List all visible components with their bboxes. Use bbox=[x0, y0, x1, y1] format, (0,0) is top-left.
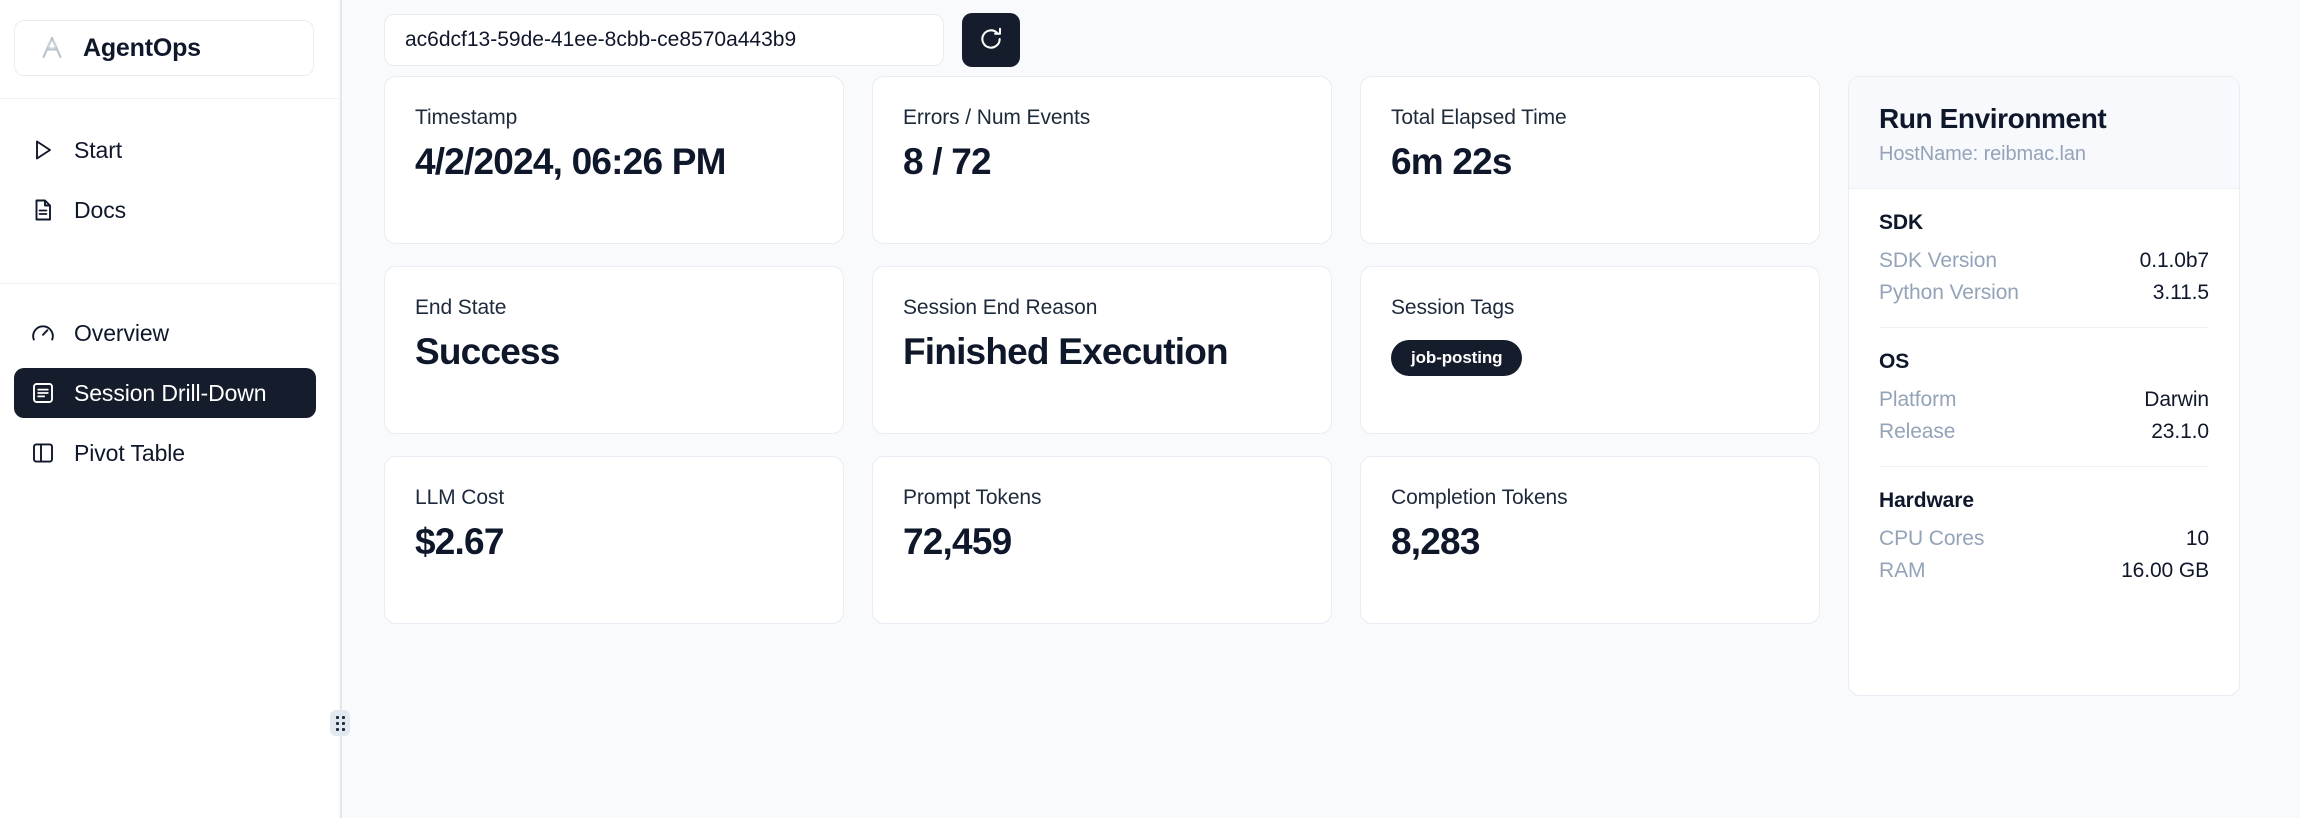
card-label: Total Elapsed Time bbox=[1391, 106, 1567, 129]
env-section-os: OS Platform Darwin Release 23.1.0 bbox=[1879, 327, 2209, 466]
logo-button[interactable]: AgentOps bbox=[14, 20, 314, 76]
metric-card-total-elapsed-time: Total Elapsed Time 6m 22s bbox=[1360, 76, 1820, 244]
env-section-sdk: SDK SDK Version 0.1.0b7 Python Version 3… bbox=[1879, 189, 2209, 327]
env-key: CPU Cores bbox=[1879, 527, 1985, 550]
env-section-hardware: Hardware CPU Cores 10 RAM 16.00 GB bbox=[1879, 466, 2209, 605]
agentops-logo-icon bbox=[37, 33, 67, 63]
drag-dot bbox=[335, 721, 339, 725]
sidebar: AgentOps Start bbox=[0, 0, 338, 818]
status-badge[interactable]: job-posting bbox=[1391, 340, 1523, 377]
sidebar-item-session-drill-down[interactable]: Session Drill-Down bbox=[14, 368, 316, 418]
metric-card-session-tags: Session Tags job-posting bbox=[1360, 266, 1820, 434]
card-label: Completion Tokens bbox=[1391, 486, 1568, 509]
card-value: 72,459 bbox=[903, 521, 1012, 563]
metric-cards-grid: Timestamp 4/2/2024, 06:26 PM Errors / Nu… bbox=[384, 76, 1820, 624]
main-content: Timestamp 4/2/2024, 06:26 PM Errors / Nu… bbox=[344, 0, 2300, 818]
metric-card-session-end-reason: Session End Reason Finished Execution bbox=[872, 266, 1332, 434]
env-key: Platform bbox=[1879, 388, 1957, 411]
sidebar-divider-top bbox=[0, 98, 338, 99]
env-row: Release 23.1.0 bbox=[1879, 416, 2209, 448]
card-label: Prompt Tokens bbox=[903, 486, 1042, 509]
card-value: $2.67 bbox=[415, 521, 504, 563]
card-label: Session Tags bbox=[1391, 296, 1515, 319]
run-environment-header: Run Environment HostName: reibmac.lan bbox=[1849, 77, 2239, 189]
sidebar-item-overview[interactable]: Overview bbox=[14, 308, 316, 358]
drag-dot bbox=[341, 721, 345, 725]
sidebar-item-label: Pivot Table bbox=[74, 439, 185, 466]
metric-card-completion-tokens: Completion Tokens 8,283 bbox=[1360, 456, 1820, 624]
sidebar-divider-middle bbox=[0, 283, 338, 284]
env-section-title: Hardware bbox=[1879, 489, 1974, 512]
env-key: Python Version bbox=[1879, 281, 2019, 304]
card-label: End State bbox=[415, 296, 507, 319]
hostname-label: HostName: reibmac.lan bbox=[1879, 143, 2086, 165]
env-section-title: OS bbox=[1879, 350, 1910, 373]
page-title: Run Environment bbox=[1879, 103, 2107, 134]
logo-label: AgentOps bbox=[83, 33, 201, 62]
env-row: SDK Version 0.1.0b7 bbox=[1879, 245, 2209, 277]
env-value: 23.1.0 bbox=[2151, 420, 2209, 443]
play-icon bbox=[30, 137, 56, 163]
env-value: 16.00 GB bbox=[2121, 559, 2209, 582]
sidebar-item-label: Session Drill-Down bbox=[74, 379, 267, 406]
env-key: SDK Version bbox=[1879, 249, 1997, 272]
card-label: Errors / Num Events bbox=[903, 106, 1091, 129]
refresh-icon bbox=[978, 26, 1004, 55]
sidebar-item-label: Start bbox=[74, 136, 123, 163]
env-section-title: SDK bbox=[1879, 211, 1924, 234]
resize-drag-handle[interactable] bbox=[330, 710, 350, 736]
card-value: 8,283 bbox=[1391, 521, 1480, 563]
env-value: 10 bbox=[2185, 527, 2209, 550]
run-environment-panel: Run Environment HostName: reibmac.lan SD… bbox=[1848, 76, 2240, 696]
gauge-icon bbox=[30, 320, 56, 346]
env-row: Platform Darwin bbox=[1879, 384, 2209, 416]
sidebar-item-pivot-table[interactable]: Pivot Table bbox=[14, 428, 316, 478]
document-icon bbox=[30, 197, 56, 223]
refresh-button[interactable] bbox=[962, 13, 1020, 67]
content-area: Timestamp 4/2/2024, 06:26 PM Errors / Nu… bbox=[384, 76, 2240, 696]
sidebar-item-label: Docs bbox=[74, 196, 127, 223]
env-value: 0.1.0b7 bbox=[2139, 249, 2209, 272]
card-value: 6m 22s bbox=[1391, 141, 1513, 183]
tag-list: job-posting bbox=[1391, 340, 1789, 377]
metric-card-errors-num-events: Errors / Num Events 8 / 72 bbox=[872, 76, 1332, 244]
metric-card-prompt-tokens: Prompt Tokens 72,459 bbox=[872, 456, 1332, 624]
metric-card-end-state: End State Success bbox=[384, 266, 844, 434]
drag-dot bbox=[335, 727, 339, 731]
sidebar-item-start[interactable]: Start bbox=[14, 125, 316, 175]
sidebar-item-docs[interactable]: Docs bbox=[14, 185, 316, 235]
sidebar-item-label: Overview bbox=[74, 319, 170, 346]
card-value: Success bbox=[415, 331, 560, 373]
topbar bbox=[384, 0, 2240, 76]
pivot-table-icon bbox=[30, 440, 56, 466]
card-label: Timestamp bbox=[415, 106, 518, 129]
card-label: Session End Reason bbox=[903, 296, 1098, 319]
card-value: 8 / 72 bbox=[903, 141, 992, 183]
env-key: Release bbox=[1879, 420, 1956, 443]
run-environment-body: SDK SDK Version 0.1.0b7 Python Version 3… bbox=[1849, 189, 2239, 605]
sidebar-resizer[interactable] bbox=[330, 0, 350, 818]
card-label: LLM Cost bbox=[415, 486, 505, 509]
card-value: Finished Execution bbox=[903, 331, 1229, 373]
drag-dot bbox=[335, 715, 339, 719]
session-list-icon bbox=[30, 380, 56, 406]
card-value: 4/2/2024, 06:26 PM bbox=[415, 141, 726, 183]
env-value: 3.11.5 bbox=[2152, 281, 2209, 304]
env-row: RAM 16.00 GB bbox=[1879, 555, 2209, 587]
drag-dot bbox=[341, 715, 345, 719]
sidebar-main-nav: Overview Session Drill-Down bbox=[0, 284, 338, 504]
env-row: CPU Cores 10 bbox=[1879, 523, 2209, 555]
sidebar-top-nav: Start Docs bbox=[0, 99, 338, 261]
metric-card-timestamp: Timestamp 4/2/2024, 06:26 PM bbox=[384, 76, 844, 244]
env-row: Python Version 3.11.5 bbox=[1879, 277, 2209, 309]
env-value: Darwin bbox=[2144, 388, 2209, 411]
metric-card-llm-cost: LLM Cost $2.67 bbox=[384, 456, 844, 624]
drag-dot bbox=[341, 727, 345, 731]
session-id-input[interactable] bbox=[384, 14, 944, 66]
env-key: RAM bbox=[1879, 559, 1926, 582]
